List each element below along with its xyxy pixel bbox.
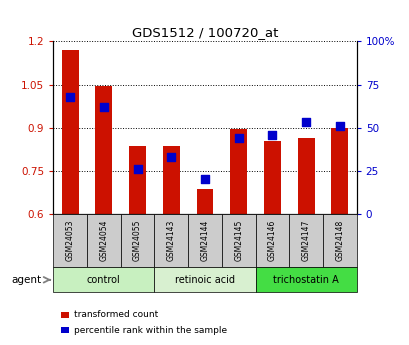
Text: GSM24055: GSM24055 <box>133 220 142 262</box>
Bar <box>263 141 280 214</box>
Point <box>168 154 174 160</box>
Bar <box>129 146 146 214</box>
Text: GSM24143: GSM24143 <box>166 220 175 261</box>
Bar <box>62 50 79 214</box>
Text: GSM24147: GSM24147 <box>301 220 310 261</box>
Bar <box>330 128 347 214</box>
Point <box>67 94 73 99</box>
Point <box>235 135 241 141</box>
Bar <box>162 146 179 214</box>
Text: GSM24054: GSM24054 <box>99 220 108 262</box>
Bar <box>230 129 247 214</box>
Title: GDS1512 / 100720_at: GDS1512 / 100720_at <box>131 26 278 39</box>
Text: GSM24053: GSM24053 <box>65 220 74 262</box>
Point <box>100 104 107 110</box>
Text: percentile rank within the sample: percentile rank within the sample <box>74 326 226 335</box>
Bar <box>95 86 112 214</box>
Text: retinoic acid: retinoic acid <box>175 275 234 285</box>
Point <box>268 132 275 137</box>
Text: trichostatin A: trichostatin A <box>272 275 338 285</box>
Point <box>336 123 342 129</box>
Point <box>201 177 208 182</box>
Bar <box>196 189 213 214</box>
Bar <box>297 138 314 214</box>
Text: GSM24144: GSM24144 <box>200 220 209 261</box>
Text: GSM24148: GSM24148 <box>335 220 344 261</box>
Text: agent: agent <box>11 275 41 285</box>
Point <box>302 120 309 125</box>
Text: GSM24146: GSM24146 <box>267 220 276 261</box>
Text: GSM24145: GSM24145 <box>234 220 243 261</box>
Text: control: control <box>87 275 120 285</box>
Text: transformed count: transformed count <box>74 310 157 319</box>
Point <box>134 166 141 172</box>
